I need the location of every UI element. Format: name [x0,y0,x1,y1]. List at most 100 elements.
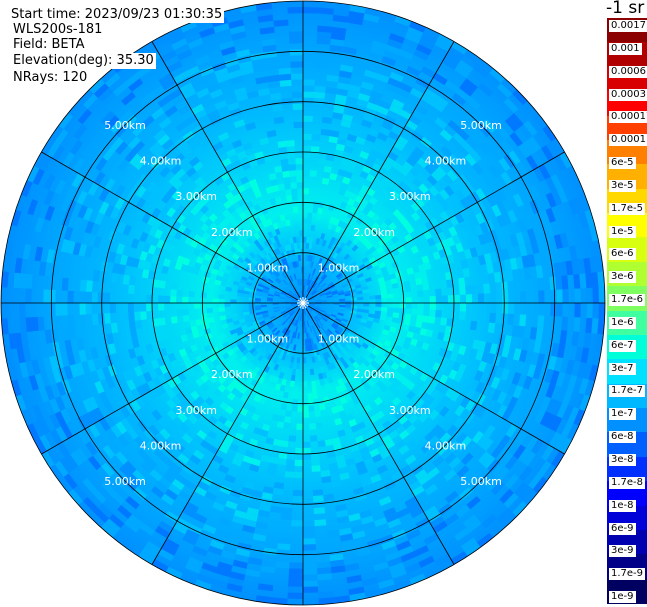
range-gate-cell [289,311,295,316]
range-gate-cell [362,113,375,123]
range-gate-cell [286,194,293,202]
range-gate-cell [72,158,86,174]
range-gate-cell [201,562,218,573]
range-gate-cell [262,486,274,494]
range-gate-cell [246,237,254,245]
range-gate-cell [22,244,32,260]
range-gate-cell [273,293,280,297]
range-gate-cell [402,324,410,332]
range-gate-cell [243,311,250,316]
range-gate-cell [260,304,267,308]
range-gate-cell [313,330,318,337]
range-gate-cell [424,189,435,201]
range-gate-cell [289,262,294,269]
range-gate-cell [489,251,498,263]
range-gate-cell [127,473,142,487]
range-gate-cell [312,310,318,315]
range-gate-cell [368,96,381,106]
range-gate-cell [414,227,424,237]
range-gate-cell [116,221,127,234]
range-gate-cell [253,366,261,374]
range-gate-cell [89,78,105,94]
range-gate-cell [180,208,191,218]
range-gate-cell [303,405,309,412]
range-gate-cell [392,387,402,397]
range-gate-cell [326,295,333,298]
range-gate-cell [62,327,71,341]
range-gate-cell [311,325,316,332]
range-gate-cell [97,143,111,158]
range-gate-cell [273,235,280,243]
range-gate-cell [482,119,496,134]
range-gate-cell [455,88,471,102]
range-gate-cell [355,381,364,390]
range-gate-cell [460,396,471,409]
range-gate-cell [252,533,267,542]
range-gate-cell [267,309,274,313]
range-gate-cell [109,514,125,529]
colorbar-unit: -1 sr [606,0,645,18]
range-gate-cell [500,452,514,467]
range-gate-cell [508,303,515,315]
range-gate-cell [186,265,194,274]
range-gate-cell [289,290,295,295]
range-gate-cell [294,248,298,256]
range-gate-cell [426,237,436,247]
range-gate-cell [229,442,240,452]
range-gate-cell [336,88,349,97]
range-gate-cell [459,83,474,97]
range-gate-cell [300,314,302,321]
range-gate-cell [170,289,177,297]
range-gate-cell [262,289,269,294]
range-gate-cell [63,226,74,241]
range-gate-cell [326,74,339,83]
range-gate-cell [330,313,337,318]
range-gate-cell [38,387,50,403]
range-gate-cell [553,234,563,249]
range-gate-cell [269,456,279,465]
range-gate-cell [455,432,468,445]
range-gate-cell [305,345,309,352]
range-gate-cell [293,295,299,300]
range-gate-cell [379,315,387,321]
range-gate-cell [41,451,55,468]
range-gate-cell [92,269,101,282]
range-gate-cell [313,495,324,502]
range-gate-cell [290,374,296,382]
range-gate-cell [72,242,82,256]
range-gate-cell [79,279,87,292]
range-gate-cell [573,196,585,214]
range-gate-cell [103,401,115,415]
range-gate-cell [475,187,487,201]
range-gate-cell [385,425,396,435]
range-gate-cell [305,314,308,321]
range-gate-cell [255,273,263,279]
range-gate-cell [200,308,207,314]
range-gate-cell [167,244,177,254]
range-gate-cell [38,261,47,276]
range-gate-cell [448,440,461,453]
range-gate-cell [404,313,412,320]
range-gate-cell [194,486,207,497]
range-gate-cell [421,255,430,264]
range-gate-cell [83,207,94,221]
range-gate-cell [303,538,316,545]
range-gate-cell [367,316,374,322]
range-gate-cell [370,46,386,56]
range-gate-cell [173,522,188,535]
range-gate-cell [460,123,474,137]
range-gate-cell [434,39,451,52]
range-gate-cell [113,82,129,97]
range-gate-cell [279,73,292,81]
range-gate-cell [286,295,292,299]
range-gate-cell [483,283,490,294]
range-ring-label: 4.00km [425,155,467,168]
range-gate-cell [256,157,266,166]
range-gate-cell [234,223,243,232]
range-gate-cell [486,476,501,491]
range-gate-cell [224,306,231,312]
range-gate-cell [161,543,177,556]
range-gate-cell [273,255,279,263]
range-gate-cell [282,312,289,318]
range-gate-cell [60,393,72,409]
